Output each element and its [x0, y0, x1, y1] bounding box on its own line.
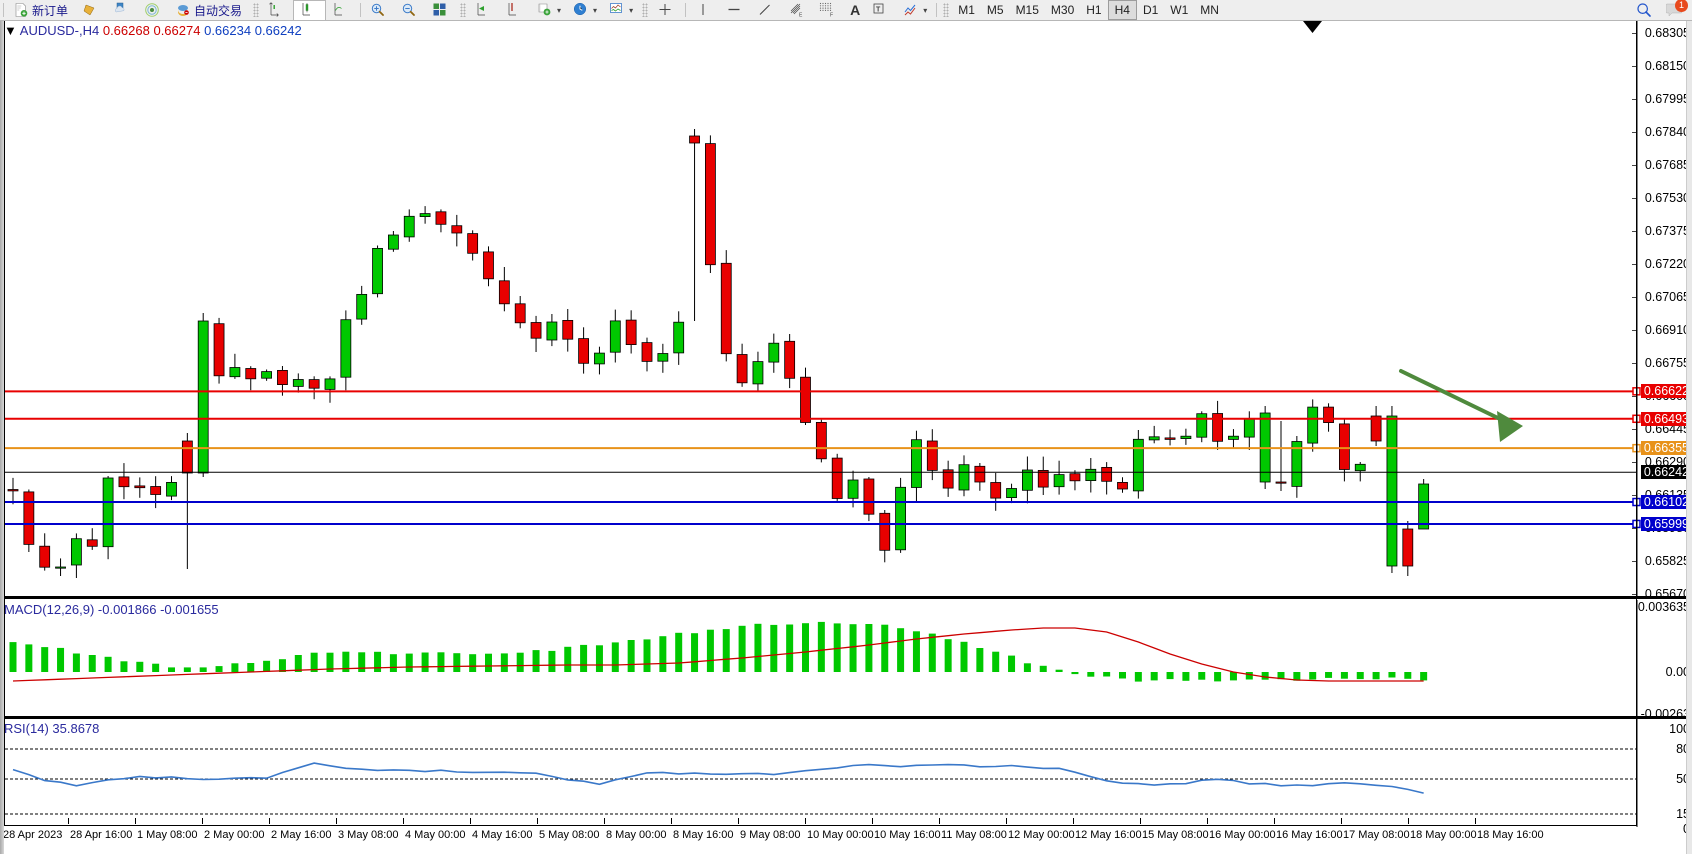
svg-text:T: T [876, 7, 881, 14]
svg-text:F: F [830, 13, 833, 19]
svg-text:E: E [799, 13, 803, 19]
